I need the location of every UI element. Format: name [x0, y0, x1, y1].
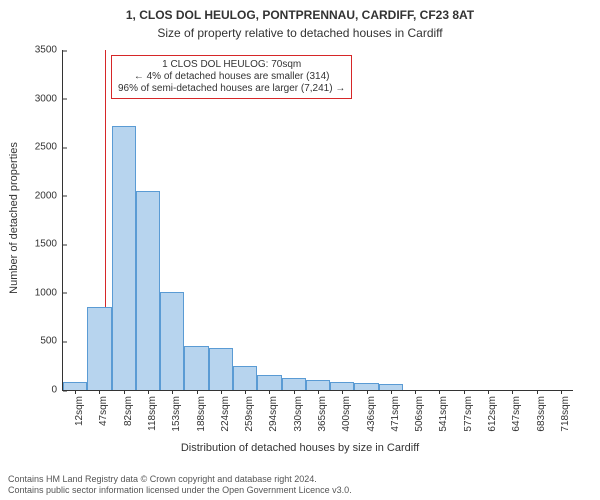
- x-tick-mark: [367, 390, 368, 394]
- x-tick-mark: [75, 390, 76, 394]
- chart-title-line1: 1, CLOS DOL HEULOG, PONTPRENNAU, CARDIFF…: [0, 8, 600, 22]
- x-tick-mark: [245, 390, 246, 394]
- bar: [63, 382, 87, 390]
- x-tick-label: 224sqm: [218, 396, 231, 432]
- x-tick-label: 541sqm: [436, 396, 449, 432]
- x-tick-mark: [561, 390, 562, 394]
- x-tick-label: 577sqm: [461, 396, 474, 432]
- x-tick-label: 82sqm: [121, 396, 134, 426]
- plot-area: 1 CLOS DOL HEULOG: 70sqm← 4% of detached…: [62, 50, 573, 391]
- bar: [209, 348, 233, 390]
- x-tick-mark: [221, 390, 222, 394]
- x-tick-label: 294sqm: [266, 396, 279, 432]
- x-tick-label: 612sqm: [485, 396, 498, 432]
- x-tick-mark: [197, 390, 198, 394]
- x-tick-mark: [391, 390, 392, 394]
- x-tick-label: 259sqm: [242, 396, 255, 432]
- x-tick-label: 47sqm: [96, 396, 109, 426]
- bar: [354, 383, 378, 390]
- y-tick-label: 2000: [35, 190, 63, 201]
- bar: [160, 292, 184, 390]
- x-tick-mark: [318, 390, 319, 394]
- x-tick-mark: [269, 390, 270, 394]
- y-tick-label: 3000: [35, 93, 63, 104]
- x-tick-mark: [464, 390, 465, 394]
- bar: [306, 380, 330, 390]
- legend-line: 96% of semi-detached houses are larger (…: [118, 83, 345, 95]
- x-tick-mark: [488, 390, 489, 394]
- x-tick-label: 153sqm: [169, 396, 182, 432]
- bar: [282, 378, 306, 390]
- x-tick-label: 436sqm: [364, 396, 377, 432]
- x-tick-mark: [342, 390, 343, 394]
- attribution-line1: Contains HM Land Registry data © Crown c…: [8, 474, 352, 485]
- bar: [184, 346, 208, 390]
- x-tick-mark: [294, 390, 295, 394]
- x-tick-mark: [148, 390, 149, 394]
- x-tick-label: 188sqm: [194, 396, 207, 432]
- y-tick-label: 1000: [35, 287, 63, 298]
- y-tick-label: 2500: [35, 142, 63, 153]
- y-tick-label: 3500: [35, 45, 63, 56]
- x-tick-label: 330sqm: [291, 396, 304, 432]
- legend-line: 1 CLOS DOL HEULOG: 70sqm: [118, 59, 345, 71]
- y-tick-label: 1500: [35, 239, 63, 250]
- x-tick-mark: [99, 390, 100, 394]
- x-tick-label: 718sqm: [558, 396, 571, 432]
- legend-line: ← 4% of detached houses are smaller (314…: [118, 71, 345, 83]
- bar: [136, 191, 160, 390]
- x-tick-mark: [415, 390, 416, 394]
- x-tick-label: 365sqm: [315, 396, 328, 432]
- bar: [112, 126, 136, 390]
- bar: [87, 307, 111, 390]
- legend-box: 1 CLOS DOL HEULOG: 70sqm← 4% of detached…: [111, 55, 352, 99]
- chart-container: { "title": { "line1": "1, CLOS DOL HEULO…: [0, 0, 600, 500]
- x-tick-mark: [512, 390, 513, 394]
- y-tick-label: 500: [40, 336, 63, 347]
- bar: [257, 375, 281, 390]
- x-tick-mark: [172, 390, 173, 394]
- x-tick-label: 683sqm: [534, 396, 547, 432]
- x-tick-mark: [537, 390, 538, 394]
- attribution-line2: Contains public sector information licen…: [8, 485, 352, 496]
- x-axis-label: Distribution of detached houses by size …: [0, 442, 600, 454]
- x-tick-label: 118sqm: [145, 396, 158, 431]
- y-axis-label: Number of detached properties: [8, 118, 20, 318]
- bar: [330, 382, 354, 390]
- x-tick-label: 506sqm: [412, 396, 425, 432]
- x-tick-label: 471sqm: [388, 396, 401, 432]
- x-tick-mark: [124, 390, 125, 394]
- y-tick-label: 0: [51, 385, 63, 396]
- bar: [233, 366, 257, 390]
- attribution: Contains HM Land Registry data © Crown c…: [0, 474, 352, 496]
- x-tick-label: 647sqm: [509, 396, 522, 432]
- chart-title-line2: Size of property relative to detached ho…: [0, 26, 600, 40]
- x-tick-label: 400sqm: [339, 396, 352, 432]
- x-tick-label: 12sqm: [72, 396, 85, 426]
- x-tick-mark: [439, 390, 440, 394]
